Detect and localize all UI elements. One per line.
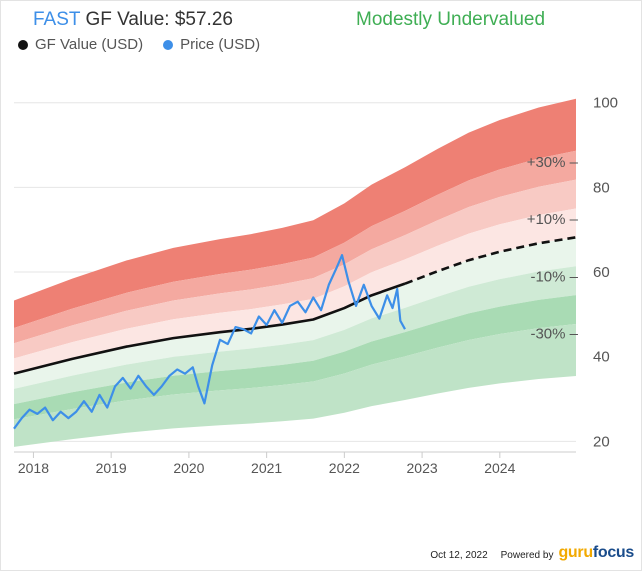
x-tick-label-2018: 2018 — [18, 460, 49, 476]
valuation-band-7 — [14, 295, 576, 420]
x-tick-label-2024: 2024 — [484, 460, 515, 476]
legend-item-price[interactable]: Price (USD) — [163, 36, 260, 53]
chart-header: FAST GF Value: $57.26 — [33, 9, 233, 31]
legend-item-gf-value[interactable]: GF Value (USD) — [18, 36, 143, 53]
gf-value-projection-line — [404, 236, 577, 285]
valuation-band-4 — [14, 208, 576, 374]
ticker-link[interactable]: FAST — [33, 9, 81, 30]
valuation-band-8 — [14, 323, 576, 447]
chart-date: Oct 12, 2022 — [430, 550, 488, 561]
legend-label-price: Price (USD) — [180, 36, 261, 53]
valuation-band-2 — [14, 150, 576, 344]
legend-dot-gf-value — [18, 39, 28, 50]
y-tick-label-40: 40 — [593, 349, 610, 366]
valuation-status: Modestly Undervalued — [356, 9, 546, 30]
valuation-band-6 — [14, 266, 576, 405]
chart-footer: Oct 12, 2022 Powered by gurufocus — [430, 544, 634, 562]
y-tick-label-60: 60 — [593, 264, 610, 281]
x-tick-label-2020: 2020 — [173, 460, 204, 476]
y-tick-label-80: 80 — [593, 179, 610, 196]
band-label-3: -10% – — [530, 268, 578, 285]
x-tick-label-2021: 2021 — [251, 460, 282, 476]
valuation-band-3 — [14, 179, 576, 359]
x-tick-label-2023: 2023 — [407, 460, 438, 476]
gf-value-title: GF Value: $57.26 — [85, 9, 233, 30]
legend-dot-price — [163, 39, 174, 50]
gf-value-line — [13, 282, 406, 375]
powered-by-text: Powered by — [500, 550, 554, 561]
price-line — [13, 254, 406, 430]
y-tick-label-100: 100 — [593, 95, 618, 112]
legend-label-gf-value: GF Value (USD) — [35, 36, 144, 53]
valuation-band-5 — [14, 237, 576, 389]
valuation-band-1 — [14, 98, 576, 328]
chart-legend: GF Value (USD) Price (USD) — [18, 36, 274, 53]
band-label-1: +30% – — [527, 154, 579, 171]
band-label-2: +10% – — [527, 211, 579, 228]
band-label-4: -30% – — [530, 325, 578, 342]
x-tick-label-2019: 2019 — [96, 460, 127, 476]
x-tick-label-2022: 2022 — [329, 460, 360, 476]
gurufocus-logo[interactable]: gurufocus — [558, 544, 634, 561]
y-tick-label-20: 20 — [593, 433, 610, 450]
